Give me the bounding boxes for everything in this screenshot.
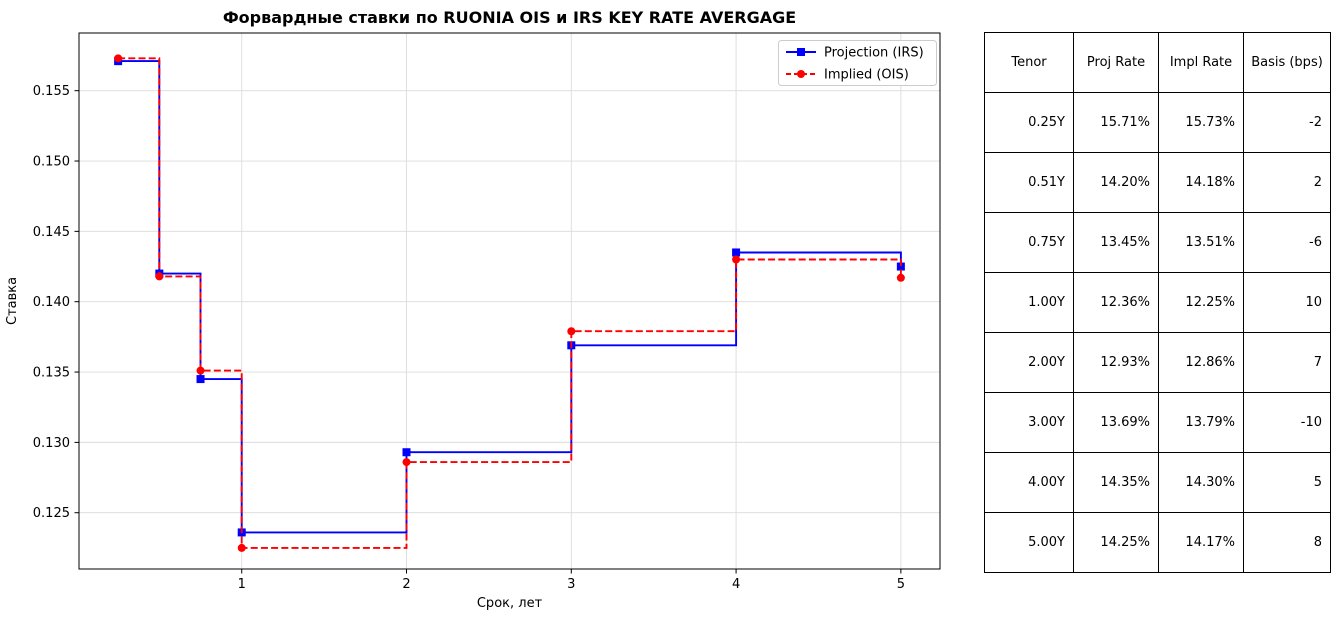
- y-tick-label: 0.135: [33, 366, 70, 381]
- cell-basis: -2: [1243, 92, 1331, 153]
- data-point-marker-circle: [402, 458, 411, 467]
- cell-proj: 14.25%: [1073, 512, 1159, 573]
- data-point-marker-square: [402, 448, 411, 457]
- table-row: 1.00Y 12.36% 12.25% 10: [984, 272, 1331, 333]
- cell-impl: 15.73%: [1158, 92, 1244, 153]
- cell-basis: 8: [1243, 512, 1331, 573]
- col-header-basis: Basis (bps): [1243, 32, 1331, 93]
- cell-impl: 12.25%: [1158, 272, 1244, 333]
- cell-tenor: 2.00Y: [984, 332, 1074, 393]
- cell-tenor: 0.75Y: [984, 212, 1074, 273]
- cell-basis: -10: [1243, 392, 1331, 453]
- cell-impl: 13.79%: [1158, 392, 1244, 453]
- legend-marker-circle: [797, 70, 805, 78]
- cell-basis: 10: [1243, 272, 1331, 333]
- y-tick-label: 0.130: [33, 436, 70, 451]
- y-axis-label: Ставка: [5, 277, 20, 325]
- table-row: 0.75Y 13.45% 13.51% -6: [984, 212, 1331, 273]
- series-line-projection-irs: [118, 60, 902, 534]
- y-tick-label: 0.140: [33, 295, 70, 310]
- data-point-marker-circle: [237, 543, 246, 552]
- cell-basis: 2: [1243, 152, 1331, 213]
- cell-impl: 13.51%: [1158, 212, 1244, 273]
- x-tick-label: 1: [238, 577, 246, 592]
- legend-entry-label: Projection (IRS): [824, 46, 924, 61]
- x-tick-label: 4: [732, 577, 740, 592]
- data-point-marker-circle: [114, 54, 123, 63]
- data-point-marker-square: [732, 248, 741, 257]
- table-row: 5.00Y 14.25% 14.17% 8: [984, 512, 1331, 573]
- forward-rates-chart: 1 2 3 4 5 0.125 0.130 0.135 0.140 0.145 0.150 0.155…: [5, 8, 941, 611]
- table-header-row: Tenor Proj Rate Impl Rate Basis (bps): [984, 32, 1331, 93]
- legend-box: [778, 40, 937, 86]
- data-point-marker-circle: [155, 272, 164, 281]
- cell-tenor: 0.51Y: [984, 152, 1074, 213]
- table-row: 2.00Y 12.93% 12.86% 7: [984, 332, 1331, 393]
- axes-frame: [78, 32, 941, 570]
- legend-entry-label: Implied (OIS): [824, 68, 909, 83]
- data-point-marker-circle: [732, 255, 741, 264]
- cell-impl: 14.17%: [1158, 512, 1244, 573]
- x-tick-label: 3: [567, 577, 575, 592]
- cell-basis: 5: [1243, 452, 1331, 513]
- cell-proj: 13.69%: [1073, 392, 1159, 453]
- table-row: 0.51Y 14.20% 14.18% 2: [984, 152, 1331, 213]
- data-point-marker-circle: [196, 366, 205, 375]
- cell-impl: 14.30%: [1158, 452, 1244, 513]
- cell-proj: 13.45%: [1073, 212, 1159, 273]
- y-tick-label: 0.125: [33, 506, 70, 521]
- data-point-marker-square: [896, 262, 905, 271]
- x-tick-label: 2: [402, 577, 410, 592]
- cell-tenor: 5.00Y: [984, 512, 1074, 573]
- series-line-implied-ois: [118, 57, 902, 549]
- rates-table: Tenor Proj Rate Impl Rate Basis (bps) 0.…: [984, 32, 1331, 573]
- x-tick-label: 5: [897, 577, 905, 592]
- cell-proj: 12.93%: [1073, 332, 1159, 393]
- table-row: 3.00Y 13.69% 13.79% -10: [984, 392, 1331, 453]
- cell-proj: 12.36%: [1073, 272, 1159, 333]
- y-tick-label: 0.150: [33, 155, 70, 170]
- cell-impl: 12.86%: [1158, 332, 1244, 393]
- cell-impl: 14.18%: [1158, 152, 1244, 213]
- cell-basis: -6: [1243, 212, 1331, 273]
- cell-basis: 7: [1243, 332, 1331, 393]
- cell-tenor: 1.00Y: [984, 272, 1074, 333]
- y-tick-label: 0.145: [33, 225, 70, 240]
- x-axis-label: Срок, лет: [477, 596, 543, 611]
- cell-proj: 14.35%: [1073, 452, 1159, 513]
- cell-proj: 15.71%: [1073, 92, 1159, 153]
- cell-tenor: 0.25Y: [984, 92, 1074, 153]
- col-header-proj-rate: Proj Rate: [1073, 32, 1159, 93]
- legend-marker-square: [797, 48, 805, 56]
- table-row: 4.00Y 14.35% 14.30% 5: [984, 452, 1331, 513]
- col-header-tenor: Tenor: [984, 32, 1074, 93]
- y-tick-label: 0.155: [33, 84, 70, 99]
- data-point-marker-circle: [896, 273, 905, 282]
- data-point-marker-circle: [567, 327, 576, 336]
- data-point-marker-square: [196, 375, 205, 384]
- cell-proj: 14.20%: [1073, 152, 1159, 213]
- table-row: 0.25Y 15.71% 15.73% -2: [984, 92, 1331, 153]
- cell-tenor: 4.00Y: [984, 452, 1074, 513]
- cell-tenor: 3.00Y: [984, 392, 1074, 453]
- rates-table-wrap: Tenor Proj Rate Impl Rate Basis (bps) 0.…: [984, 32, 1331, 573]
- col-header-impl-rate: Impl Rate: [1158, 32, 1244, 93]
- chart-title: Форвардные ставки по RUONIA OIS и IRS KE…: [223, 8, 796, 27]
